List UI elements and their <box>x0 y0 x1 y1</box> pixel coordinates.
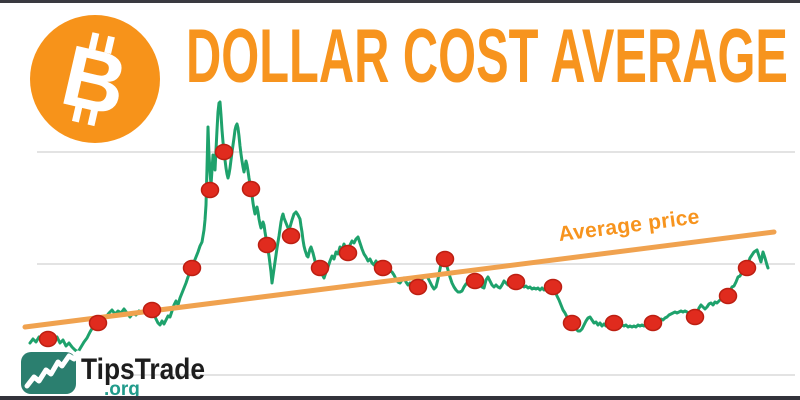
bitcoin-bottom-tick-right <box>87 107 99 127</box>
dca-buy-point-dot <box>373 259 393 277</box>
bitcoin-bottom-tick-left <box>71 104 83 123</box>
bitcoin-logo-icon: B <box>30 15 160 143</box>
dca-buy-point-dot <box>604 314 624 332</box>
page-title: DOLLAR COST AVERAGE <box>186 22 788 94</box>
dca-buy-point-dot <box>182 259 202 277</box>
tipstrade-logo: TipsTrade .org <box>21 350 205 399</box>
dca-buy-point-dot <box>338 244 358 262</box>
title-block: DOLLAR COST AVERAGE <box>186 22 788 94</box>
dca-buy-point-dot <box>38 330 58 348</box>
tipstrade-chart-zigzag-icon <box>24 350 81 389</box>
dca-buy-point-dot <box>257 236 277 254</box>
dca-buy-point-dot <box>281 227 301 245</box>
dca-buy-point-dot <box>737 259 757 277</box>
dca-buy-point-dot <box>200 181 220 199</box>
brand-name: TipsTrade <box>81 353 205 386</box>
dca-buy-point-dot <box>465 272 485 290</box>
dca-buy-point-dot <box>310 259 330 277</box>
bitcoin-top-tick-right <box>104 35 115 54</box>
dca-buy-point-dot <box>88 314 108 332</box>
top-border <box>0 0 800 3</box>
btc-price-line <box>28 100 770 354</box>
dca-buy-point-dot <box>435 250 455 268</box>
dca-buy-point-dot <box>718 287 738 305</box>
bitcoin-coin-circle <box>30 15 160 143</box>
brand-suffix: .org <box>104 379 140 399</box>
dca-buy-point-dot <box>408 278 428 296</box>
bottom-border <box>0 396 800 400</box>
dca-buy-point-dot <box>241 180 261 198</box>
dca-buy-point-dot <box>543 278 563 296</box>
average-price-trend-line <box>22 229 777 330</box>
dca-buy-point-dot <box>142 301 162 319</box>
dca-buy-point-dot <box>685 308 705 326</box>
dca-buy-point-dot <box>643 314 663 332</box>
bitcoin-top-tick-left <box>88 32 100 51</box>
dca-buy-point-dot <box>562 314 582 332</box>
dca-buy-point-dot <box>214 143 234 161</box>
dca-buy-point-dot <box>506 273 526 291</box>
